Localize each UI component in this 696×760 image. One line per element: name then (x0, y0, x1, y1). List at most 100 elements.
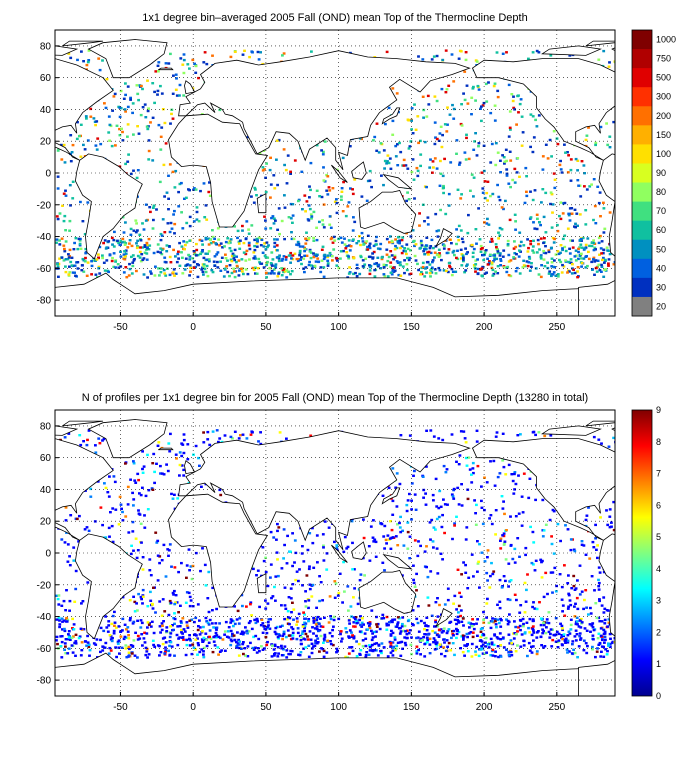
data-bin (325, 552, 329, 555)
data-bin (161, 218, 165, 221)
data-bin (584, 266, 588, 269)
data-bin (594, 537, 597, 540)
data-bin (492, 570, 496, 573)
data-bin (235, 618, 239, 621)
data-bin (241, 604, 244, 608)
data-bin (347, 257, 351, 260)
data-bin (496, 265, 500, 268)
data-bin (448, 621, 452, 624)
data-bin (132, 620, 136, 624)
data-bin (293, 159, 297, 162)
data-bin (55, 238, 59, 241)
data-bin (348, 271, 352, 274)
data-bin (516, 157, 520, 160)
data-bin (166, 267, 169, 270)
data-bin (266, 584, 270, 588)
data-bin (441, 558, 444, 561)
data-bin (509, 650, 513, 654)
data-bin (390, 629, 393, 633)
data-bin (442, 184, 445, 188)
data-bin (156, 644, 160, 647)
colorbar-segment (632, 239, 652, 260)
data-bin (114, 508, 118, 511)
data-bin (117, 625, 121, 628)
data-bin (410, 128, 413, 131)
data-bin (325, 568, 329, 571)
data-bin (573, 588, 577, 591)
data-bin (534, 118, 537, 122)
data-bin (171, 497, 175, 500)
data-bin (148, 206, 152, 209)
data-bin (391, 87, 395, 90)
data-bin (415, 617, 419, 621)
data-bin (395, 246, 399, 250)
data-bin (149, 590, 152, 594)
data-bin (318, 650, 321, 653)
data-bin (349, 187, 352, 190)
data-bin (113, 230, 116, 234)
data-bin (146, 621, 150, 624)
data-bin (423, 140, 427, 144)
data-bin (496, 618, 500, 621)
data-bin (291, 532, 294, 535)
data-bin (313, 627, 317, 630)
data-bin (398, 482, 402, 486)
data-bin (370, 638, 374, 642)
data-bin (74, 633, 78, 636)
data-bin (228, 247, 232, 250)
data-bin (312, 252, 315, 255)
data-bin (602, 655, 606, 658)
data-bin (151, 607, 155, 610)
data-bin (550, 261, 554, 264)
data-bin (308, 532, 312, 535)
data-bin (477, 142, 481, 145)
data-bin (202, 646, 206, 650)
land-outline (471, 58, 615, 161)
data-bin (558, 214, 561, 218)
data-bin (489, 654, 493, 657)
data-bin (470, 655, 474, 658)
data-bin (493, 484, 497, 487)
data-bin (277, 637, 280, 640)
data-bin (530, 262, 533, 265)
data-bin (202, 265, 206, 268)
data-bin (432, 499, 435, 502)
data-bin (322, 166, 325, 169)
data-bin (304, 237, 307, 240)
data-bin (546, 157, 550, 160)
data-bin (148, 569, 152, 572)
data-bin (232, 267, 236, 270)
data-bin (360, 195, 364, 198)
data-bin (580, 252, 583, 255)
data-bin (459, 614, 462, 618)
data-bin (200, 485, 203, 488)
data-bin (333, 239, 337, 242)
data-bin (605, 653, 609, 656)
data-bin (574, 622, 578, 626)
data-bin (396, 164, 400, 167)
data-bin (375, 262, 378, 265)
data-bin (350, 646, 354, 649)
data-bin (125, 276, 129, 279)
data-bin (224, 257, 228, 260)
data-bin (169, 122, 172, 125)
data-bin (472, 85, 475, 89)
data-bin (203, 216, 207, 219)
data-bin (347, 652, 351, 655)
data-bin (525, 621, 529, 624)
data-bin (102, 241, 105, 245)
data-bin (269, 156, 272, 159)
data-bin (483, 196, 487, 200)
data-bin (107, 131, 111, 134)
data-bin (489, 460, 492, 463)
data-bin (305, 254, 309, 257)
data-bin (177, 250, 180, 253)
data-bin (71, 651, 75, 654)
data-bin (322, 226, 326, 229)
data-bin (62, 619, 66, 622)
data-bin (178, 83, 182, 87)
data-bin (323, 616, 326, 619)
data-bin (89, 115, 93, 118)
data-bin (110, 622, 114, 626)
data-bin (470, 113, 473, 116)
